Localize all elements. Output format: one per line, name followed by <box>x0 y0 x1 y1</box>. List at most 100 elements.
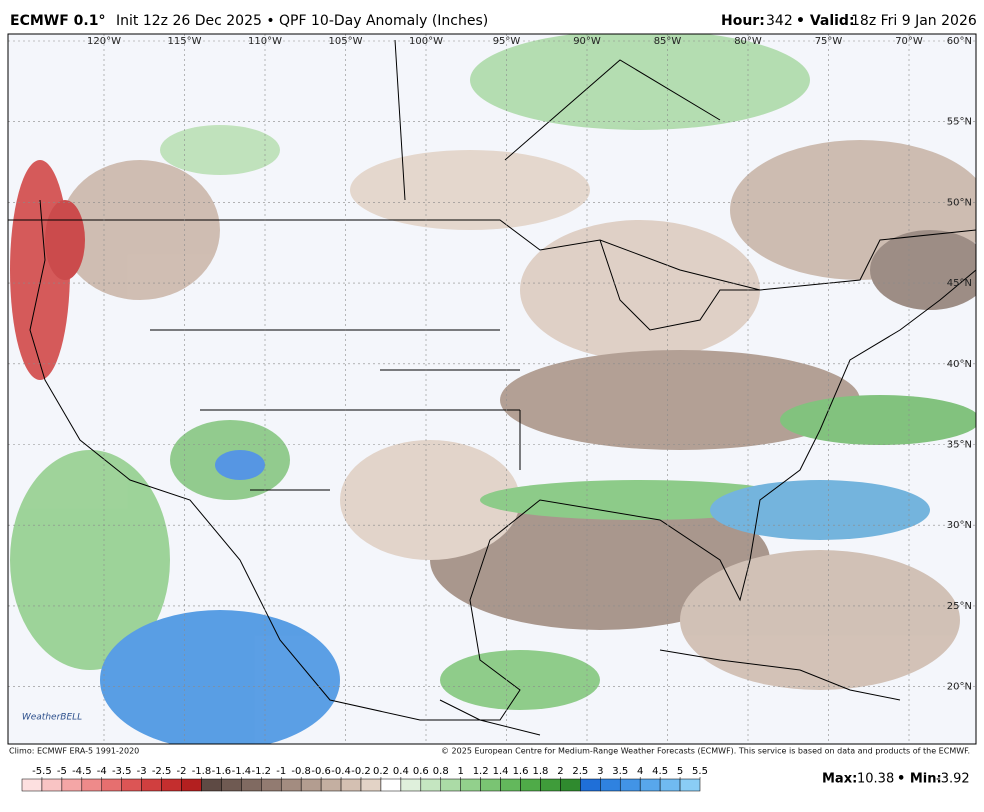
valid-time: 18z Fri 9 Jan 2026 <box>851 13 977 29</box>
level-label: -2.5 <box>152 766 172 777</box>
level-label: 2 <box>557 766 563 777</box>
valid-label: • Valid: <box>796 13 855 29</box>
level-label: 1.2 <box>473 766 489 777</box>
color-swatch <box>600 778 621 792</box>
longitude-label: 85°W <box>654 36 682 47</box>
level-label: -0.8 <box>291 766 311 777</box>
color-swatch <box>280 778 302 792</box>
color-swatch <box>360 778 382 792</box>
longitude-label: 70°W <box>895 36 923 47</box>
coastlines-borders <box>8 39 976 736</box>
hour: 342 <box>766 13 793 29</box>
level-label: 1.4 <box>493 766 509 777</box>
climo-note: Climo: ECMWF ERA-5 1991-2020 <box>9 747 139 756</box>
latitude-label: 25°N <box>947 601 972 612</box>
level-label: -4 <box>97 766 107 777</box>
color-swatch <box>500 778 521 792</box>
level-label: 3 <box>597 766 603 777</box>
longitude-label: 80°W <box>734 36 762 47</box>
level-label: 1.8 <box>533 766 549 777</box>
level-label: 4.5 <box>652 766 668 777</box>
level-label: 0.4 <box>393 766 409 777</box>
longitude-label: 100°W <box>409 36 443 47</box>
level-label: 1.6 <box>513 766 529 777</box>
level-label: -5 <box>57 766 67 777</box>
color-swatch <box>81 778 103 792</box>
colorbar: -5.5 -5 -4.5 -4 -3.5 -3 -2.5 -2 -1.8 -1.6 -1.4 -1.2… <box>21 766 708 792</box>
color-swatch <box>420 778 442 792</box>
level-label: -0.2 <box>351 766 371 777</box>
hour-label: Hour: <box>721 13 765 29</box>
level-label: -2 <box>177 766 187 777</box>
color-swatch <box>61 778 83 792</box>
level-label: -0.6 <box>311 766 331 777</box>
latitude-label: 35°N <box>947 440 972 451</box>
color-swatch <box>440 778 461 792</box>
level-label: -1.6 <box>212 766 232 777</box>
level-label: 3.5 <box>612 766 628 777</box>
level-label: 1 <box>458 766 464 777</box>
color-swatch <box>679 778 701 792</box>
map <box>8 34 976 744</box>
color-swatch <box>221 778 242 792</box>
longitude-label: 105°W <box>329 36 363 47</box>
level-label: 2.5 <box>572 766 588 777</box>
graticule <box>8 34 976 744</box>
level-label: -4.5 <box>72 766 92 777</box>
level-label: -0.4 <box>331 766 351 777</box>
min-label: • Min: <box>897 772 942 787</box>
color-swatch <box>460 778 481 792</box>
watermark: WeatherBELL <box>22 713 82 723</box>
anomaly-field <box>10 34 976 744</box>
color-swatch <box>41 778 63 792</box>
level-label: 4 <box>637 766 643 777</box>
latitude-label: 45°N <box>947 278 972 289</box>
level-label: -1.4 <box>232 766 252 777</box>
color-swatch <box>300 778 322 792</box>
level-label: 0.6 <box>413 766 429 777</box>
latitude-label: 50°N <box>947 197 972 208</box>
color-swatch <box>141 778 162 792</box>
color-swatch <box>101 778 122 792</box>
longitude-label: 90°W <box>573 36 601 47</box>
level-label: -1 <box>276 766 286 777</box>
color-swatch <box>639 778 661 792</box>
color-swatch <box>320 778 342 792</box>
color-swatch <box>340 778 362 792</box>
longitude-label: 115°W <box>168 36 202 47</box>
max-label: Max: <box>822 772 857 787</box>
color-swatch <box>161 778 182 792</box>
color-swatch <box>380 778 402 792</box>
level-label: 0.8 <box>433 766 449 777</box>
color-swatch <box>560 778 581 792</box>
latitude-label: 55°N <box>947 117 972 128</box>
color-swatch <box>241 778 262 792</box>
color-swatch <box>619 778 641 792</box>
run-info: Init 12z 26 Dec 2025 • QPF 10-Day Anomal… <box>116 13 488 29</box>
color-swatch <box>480 778 501 792</box>
color-swatch <box>261 778 282 792</box>
model-name: ECMWF 0.1° <box>10 13 105 29</box>
latitude-label: 20°N <box>947 682 972 693</box>
longitude-label: 75°W <box>815 36 843 47</box>
longitude-label: 110°W <box>248 36 282 47</box>
level-label: -3.5 <box>112 766 132 777</box>
latitude-label: 40°N <box>947 359 972 370</box>
longitude-label: 95°W <box>493 36 521 47</box>
longitude-label: 120°W <box>87 36 121 47</box>
map-frame <box>7 33 977 745</box>
level-label: 0.2 <box>373 766 389 777</box>
level-label: -5.5 <box>32 766 52 777</box>
level-label: 5 <box>677 766 683 777</box>
level-label: -1.8 <box>192 766 212 777</box>
level-label: -3 <box>137 766 147 777</box>
color-swatch <box>580 778 601 792</box>
latitude-label: 30°N <box>947 520 972 531</box>
color-swatch <box>201 778 222 792</box>
color-swatch <box>520 778 541 792</box>
level-label: -1.2 <box>252 766 272 777</box>
color-swatch <box>121 778 142 792</box>
latitude-label: 60°N <box>947 36 972 47</box>
level-label: 5.5 <box>692 766 708 777</box>
copyright: © 2025 European Centre for Medium-Range … <box>441 747 970 756</box>
